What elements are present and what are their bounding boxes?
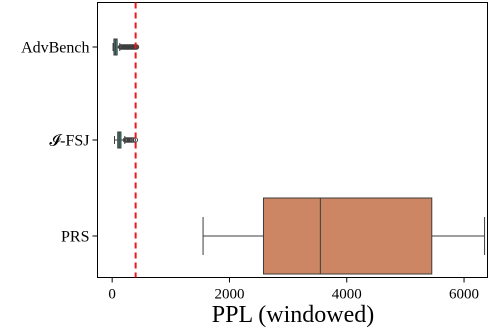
x-tick-label-2: 4000: [332, 287, 362, 303]
x-axis-ticks: 0 2000 4000 6000: [108, 277, 479, 303]
category-label-0: AdvBench: [21, 40, 89, 57]
category-labels: AdvBench 𝓘-FSJ PRS: [21, 40, 98, 246]
x-tick-label-3: 6000: [449, 287, 479, 303]
category-label-1: 𝓘-FSJ: [49, 133, 89, 150]
x-tick-label-1: 2000: [214, 287, 244, 303]
category-label-2: PRS: [61, 229, 89, 246]
box-2: [262, 197, 433, 275]
outlier-1-5: [128, 137, 135, 143]
x-axis-title: PPL (windowed): [212, 302, 374, 328]
x-tick-label-0: 0: [108, 287, 116, 303]
chart-marks: [112, 2, 486, 278]
box-group-0: [112, 38, 140, 56]
box-group-2: [202, 197, 486, 275]
outlier-1-6: [130, 137, 136, 143]
box-group-1: [114, 131, 139, 149]
